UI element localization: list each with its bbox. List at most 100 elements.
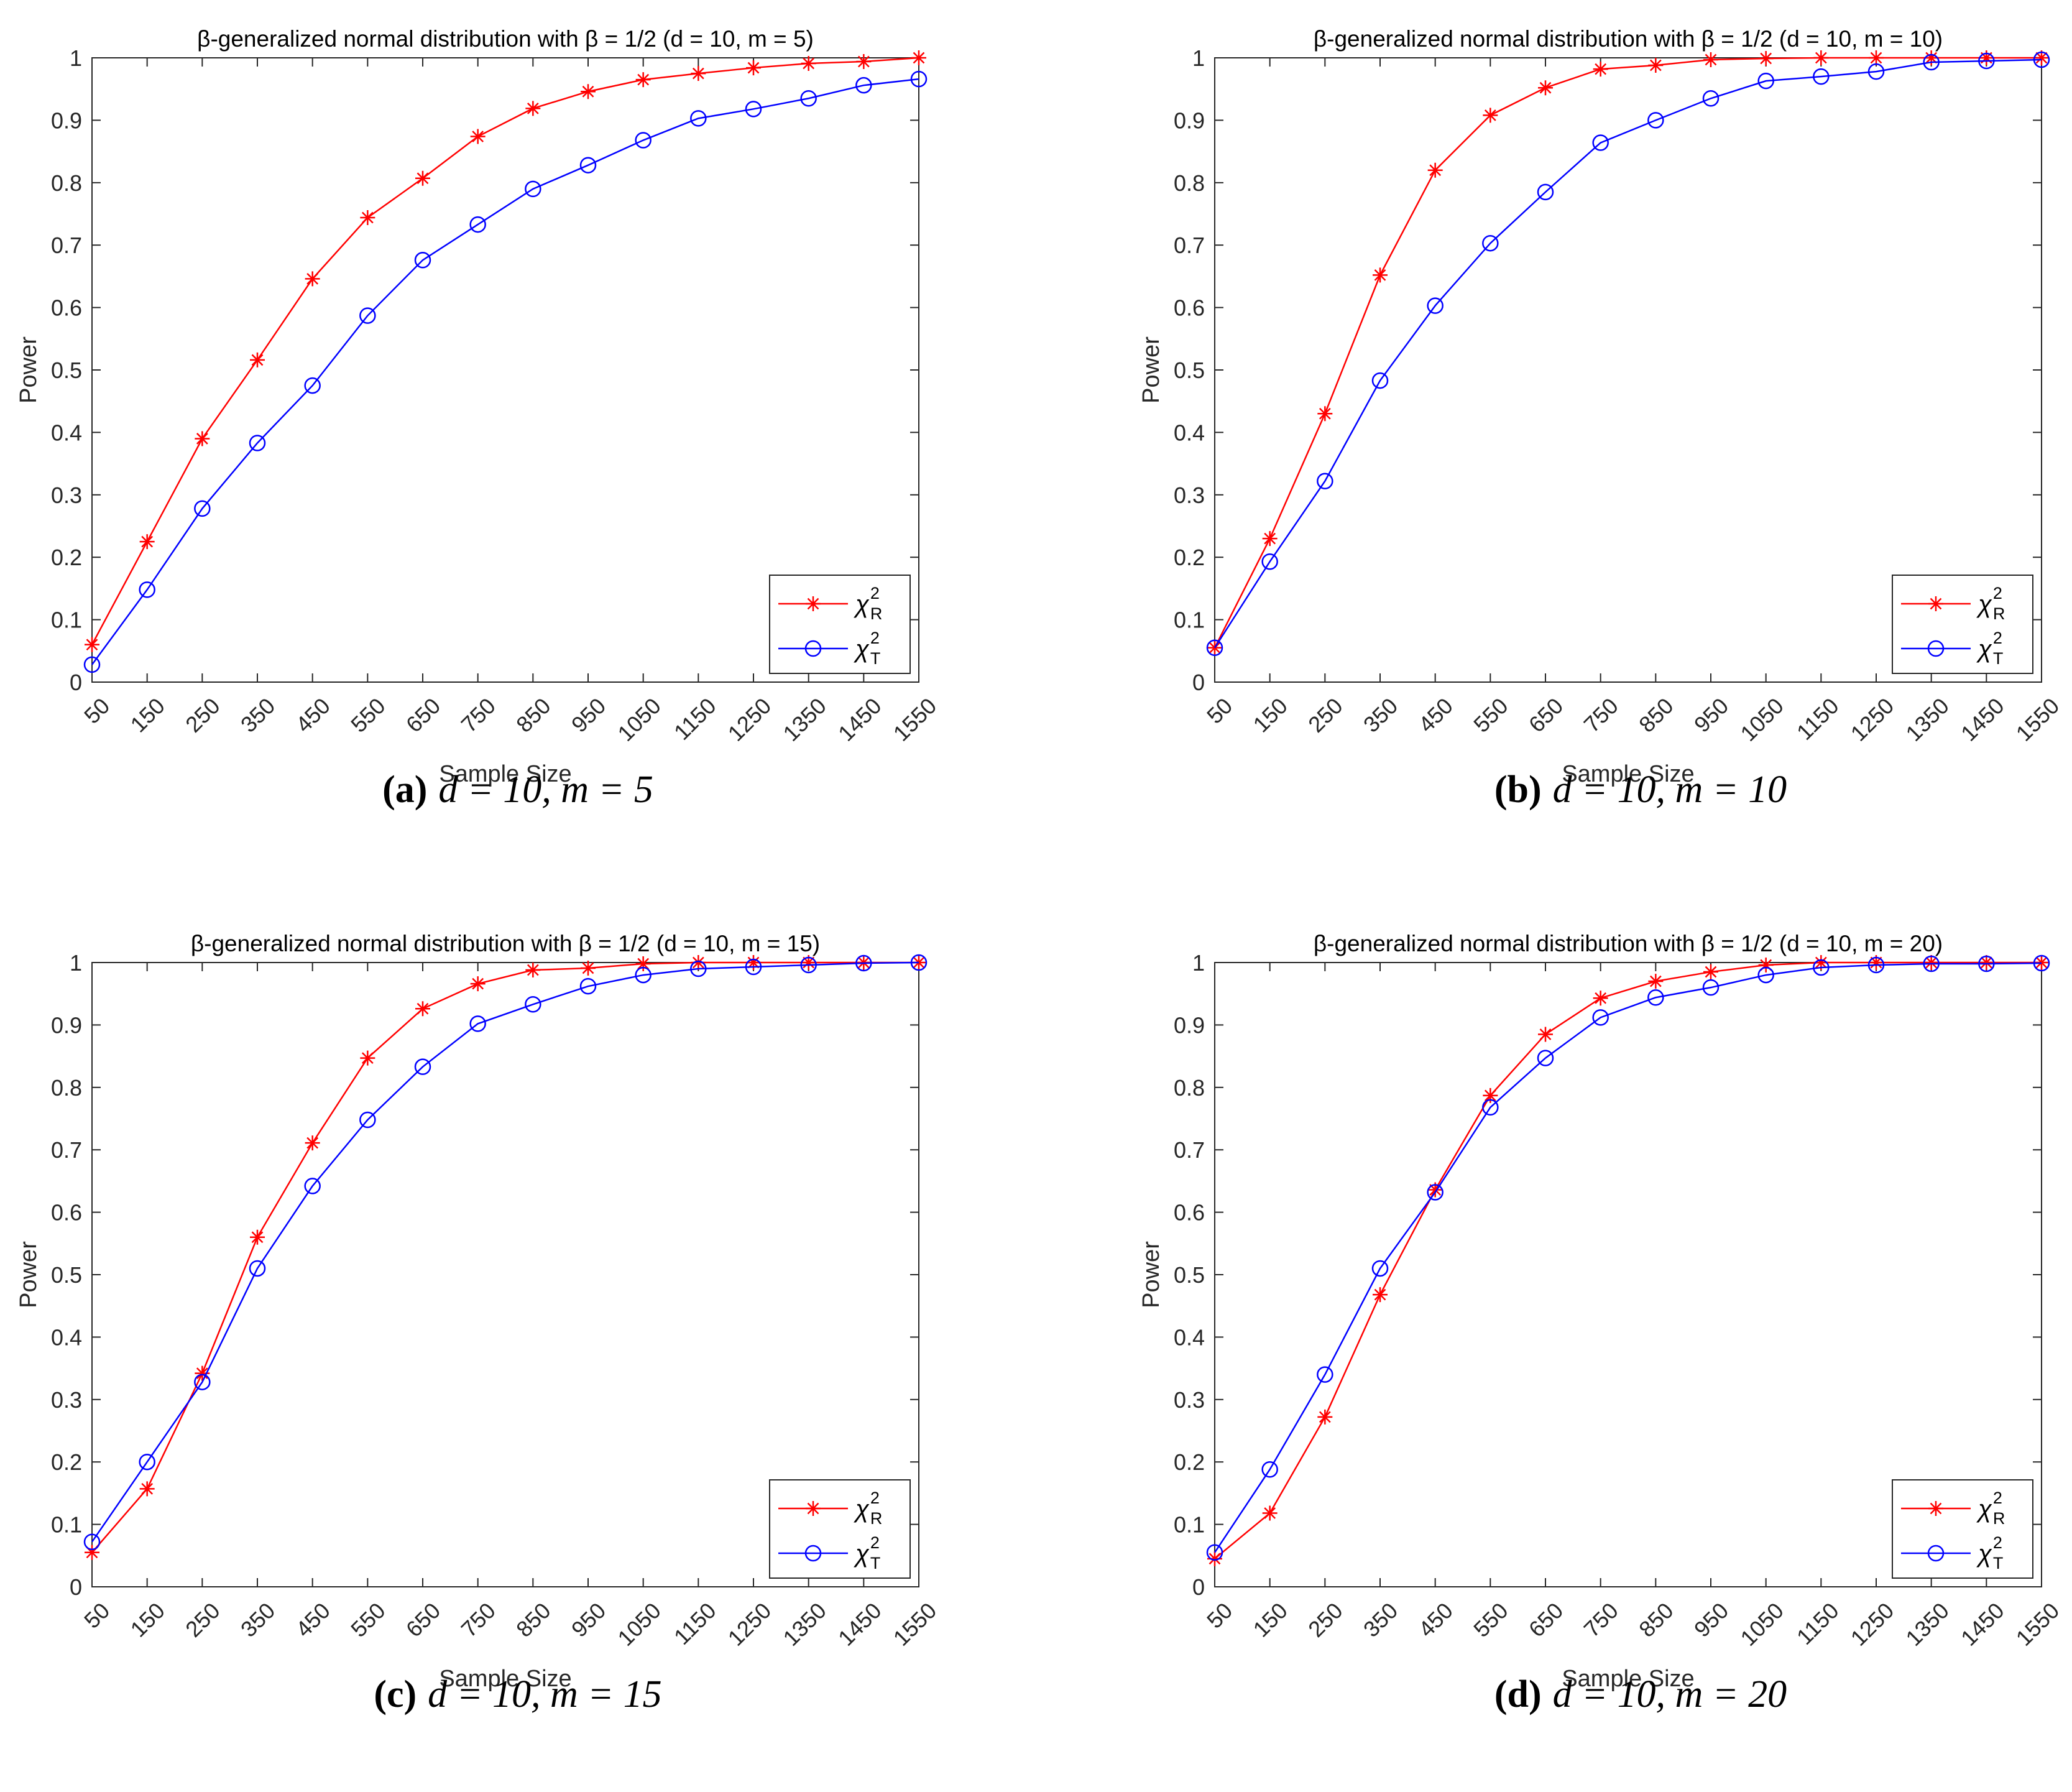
data-point [414, 1058, 431, 1075]
data-point [85, 637, 99, 652]
chart-title: β-generalized normal distribution with β… [1314, 26, 1943, 52]
legend-symbol: χ [1976, 1540, 1992, 1568]
series-line [1213, 57, 2042, 649]
x-tick-label: 1250 [1846, 693, 1899, 746]
y-tick-label: 0.4 [51, 420, 82, 445]
x-tick-label: 550 [1468, 693, 1513, 737]
data-point [470, 129, 486, 144]
data-point [801, 955, 816, 970]
data-point [359, 307, 376, 324]
data-point [1648, 58, 1664, 73]
data-point [1647, 112, 1664, 129]
data-point [360, 1050, 375, 1066]
data-point [1592, 1009, 1609, 1026]
y-tick-label: 0.3 [1174, 1387, 1205, 1413]
y-tick-label: 0.6 [51, 295, 82, 321]
data-point [800, 956, 817, 974]
data-point [85, 1545, 99, 1560]
data-point [581, 84, 596, 99]
y-tick-label: 0.7 [1174, 233, 1205, 258]
legend: χ2 Rχ2 T [1892, 575, 2033, 674]
data-point [801, 56, 816, 72]
legend-superscript: 2 [870, 1489, 880, 1507]
y-tick-label: 1 [1192, 950, 1205, 976]
legend-marker [1927, 1545, 1945, 1562]
data-point [1648, 974, 1664, 989]
data-point [1207, 1551, 1222, 1566]
legend-superscript: 2 [1993, 1533, 2002, 1552]
data-point [1978, 955, 1995, 972]
legend-box [1892, 575, 2033, 674]
legend-symbol: χ [854, 1495, 870, 1523]
x-tick-label: 1350 [1900, 693, 1954, 746]
panel-caption: (a) d = 10, m = 5 [382, 769, 653, 811]
legend-label: χ2 R [1976, 584, 2005, 623]
series-r [85, 955, 926, 1560]
y-tick-label: 0.4 [51, 1324, 82, 1350]
data-point [249, 1260, 266, 1277]
y-tick-label: 0.6 [1174, 295, 1205, 321]
x-tick-label: 1050 [612, 1597, 666, 1651]
data-point [635, 72, 651, 88]
y-tick-label: 0.5 [1174, 1262, 1205, 1288]
x-tick-label: 550 [346, 1597, 390, 1642]
x-tick-label: 1150 [1792, 1597, 1844, 1650]
x-tick-label: 1550 [888, 693, 942, 746]
series-line [91, 961, 919, 1553]
series-r [1207, 50, 2049, 655]
data-point [359, 1111, 376, 1129]
x-tick-label: 1050 [612, 693, 666, 746]
legend-marker [1928, 596, 1943, 611]
y-tick-label: 0.3 [1174, 483, 1205, 508]
y-tick-label: 0.1 [1174, 1512, 1205, 1538]
x-tick-label: 650 [1524, 1597, 1568, 1642]
x-tick-label: 1450 [833, 693, 886, 746]
data-point [469, 1015, 486, 1032]
data-point [1373, 1287, 1388, 1303]
x-tick-label: 250 [180, 693, 224, 737]
x-tick-label: 150 [126, 693, 170, 737]
y-tick-label: 0.7 [51, 233, 82, 258]
data-point [1757, 72, 1774, 90]
data-point [746, 955, 761, 970]
data-point [910, 954, 928, 971]
data-point [1427, 162, 1443, 178]
y-tick-label: 0.7 [51, 1137, 82, 1163]
x-tick-label: 350 [236, 693, 280, 737]
x-tick-label: 1050 [1735, 693, 1789, 746]
legend-marker [804, 640, 822, 657]
series-r [1207, 955, 2049, 1566]
y-tick-label: 0.3 [51, 483, 82, 508]
x-tick-label: 250 [180, 1597, 224, 1642]
data-point [1593, 991, 1608, 1006]
y-axis-label: Power [16, 336, 42, 404]
x-tick-label: 350 [1358, 693, 1402, 737]
x-tick-label: 850 [1634, 1597, 1678, 1642]
x-tick-label: 150 [1248, 693, 1292, 737]
data-point [470, 976, 486, 992]
y-tick-label: 0.8 [1174, 1075, 1205, 1101]
panel-caption-text: d = 10, m = 20 [1553, 1673, 1787, 1716]
legend-superscript: 2 [870, 1533, 880, 1552]
data-point [525, 963, 541, 978]
panel-caption: (d) d = 10, m = 20 [1494, 1673, 1787, 1716]
y-tick-label: 0.9 [1174, 1012, 1205, 1038]
x-tick-label: 950 [1689, 1597, 1733, 1642]
data-point [525, 180, 541, 198]
legend-subscript: T [1993, 1554, 2004, 1573]
y-tick-label: 0 [70, 1574, 82, 1600]
x-tick-label: 550 [1468, 1597, 1513, 1642]
x-tick-label: 1550 [888, 1597, 942, 1651]
y-tick-label: 0.9 [51, 1012, 82, 1038]
data-point [1317, 406, 1333, 422]
data-point [250, 1229, 265, 1245]
data-point [745, 958, 762, 976]
series-t [83, 70, 928, 673]
panel-caption-label: (b) [1494, 769, 1542, 811]
panel-caption-text: d = 10, m = 15 [428, 1673, 661, 1716]
y-tick-label: 0.5 [1174, 358, 1205, 383]
x-axis-label: Sample Size [1562, 1666, 1694, 1692]
data-point [195, 1365, 210, 1381]
y-tick-label: 0.1 [51, 1512, 82, 1538]
